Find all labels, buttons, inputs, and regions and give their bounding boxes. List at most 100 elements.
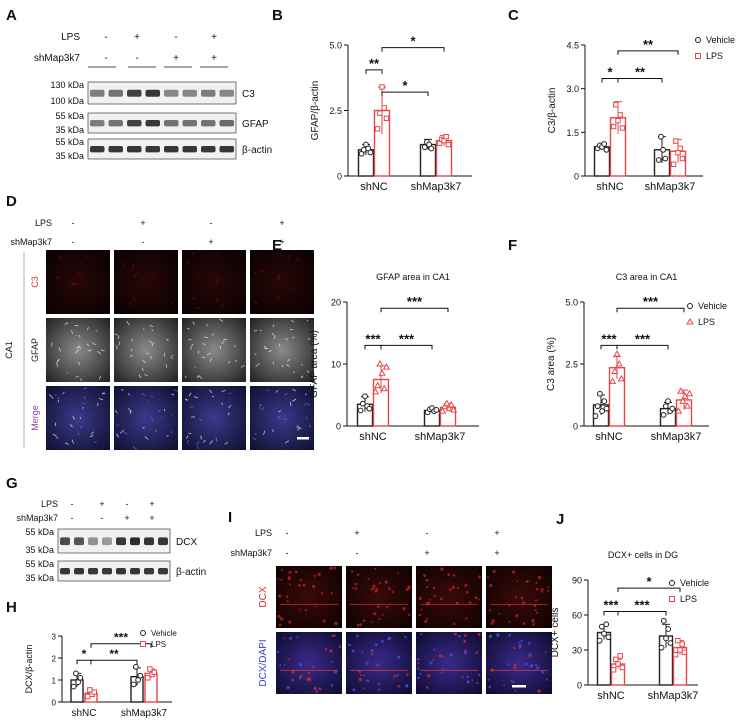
cell-dot (512, 680, 516, 684)
data-point (441, 402, 449, 410)
cell-process (292, 388, 296, 392)
cell-dot (453, 632, 457, 636)
micrograph-row-label: DCX (258, 586, 269, 607)
cell-dot (370, 587, 374, 591)
data-point (73, 670, 79, 677)
cell-dot (313, 574, 316, 577)
cell-dot (476, 682, 479, 685)
y-axis-label: C3 area (%) (546, 337, 557, 391)
condition-label: LPS (61, 32, 80, 43)
cell-dot (516, 580, 519, 583)
data-point (617, 112, 623, 118)
cell-process (132, 297, 136, 302)
cell-dot (363, 687, 366, 690)
cell-dot (487, 576, 490, 579)
data-point (665, 626, 672, 632)
cell-dot (377, 682, 381, 686)
significance-label: *** (603, 598, 619, 613)
significance-label: *** (114, 631, 128, 645)
cell-process (284, 392, 288, 396)
blot-band (182, 120, 197, 127)
cell-dot (529, 664, 534, 668)
condition-sign: + (149, 513, 154, 523)
cell-process (188, 432, 192, 435)
x-category-label: shMap3k7 (121, 708, 168, 719)
data-point (675, 150, 681, 156)
cell-process (253, 329, 258, 332)
cell-process (287, 358, 291, 362)
mw-marker-label: 55 kDa (55, 137, 84, 147)
cell-dot (488, 609, 491, 612)
cell-dot (513, 666, 517, 670)
cell-dot (351, 649, 355, 653)
cell-process (64, 442, 69, 445)
condition-sign: - (104, 32, 107, 43)
cell-process (206, 352, 211, 356)
data-point (357, 407, 364, 414)
cell-dot (356, 573, 360, 577)
cell-process (208, 389, 213, 394)
legend-label: Vehicle (698, 301, 727, 311)
blot-band (182, 146, 197, 153)
significance-label: *** (634, 598, 650, 613)
cell-dot (377, 605, 380, 608)
legend-marker (687, 303, 693, 309)
cell-dot (331, 661, 334, 663)
x-category-label: shMap3k7 (651, 431, 702, 443)
cell-dot (287, 576, 291, 580)
cell-process (235, 359, 238, 363)
cell-process (185, 398, 189, 401)
cell-process (215, 437, 218, 441)
cell-dot (276, 651, 280, 654)
data-point (145, 675, 151, 681)
micrograph-tile (114, 318, 178, 382)
cell-process (123, 431, 128, 436)
data-point (443, 399, 451, 407)
significance-label: *** (643, 294, 659, 309)
cell-process (150, 395, 154, 398)
cell-process (121, 388, 124, 391)
cell-process (234, 344, 236, 348)
cell-dot (397, 572, 399, 575)
cell-dot (438, 654, 443, 658)
micrograph-tile (346, 566, 412, 628)
data-point (667, 640, 674, 646)
blot-band (116, 537, 126, 546)
significance-bracket (381, 47, 445, 52)
panel-letter-i: I (228, 509, 232, 526)
data-point (670, 161, 677, 168)
cell-process (170, 430, 173, 434)
cell-dot (279, 617, 284, 621)
cell-dot (313, 686, 317, 691)
micrograph-tile (114, 386, 178, 450)
cell-dot (282, 637, 285, 640)
blot-band (130, 537, 140, 546)
cell-process (49, 394, 54, 399)
chart-title: DCX+ cells in DG (608, 550, 678, 560)
data-point (663, 635, 669, 642)
cell-process (174, 389, 178, 392)
cell-process (191, 251, 196, 256)
cell-process (290, 320, 295, 323)
data-point (677, 387, 685, 394)
cell-process (271, 332, 275, 336)
cell-dot (425, 686, 429, 689)
cell-process (75, 349, 79, 354)
cell-dot (329, 566, 333, 570)
cell-dot (324, 647, 328, 651)
cell-process (221, 340, 225, 345)
cell-process (99, 375, 101, 380)
micrograph-tile (182, 386, 246, 450)
significance-bracket (616, 307, 685, 313)
data-point (433, 406, 440, 413)
cell-process (79, 417, 82, 420)
cell-process (286, 364, 290, 367)
data-point (382, 363, 391, 370)
cell-process (120, 429, 125, 434)
legend-marker (695, 53, 701, 59)
cell-dot (393, 674, 397, 678)
y-tick-label: 0 (52, 699, 57, 708)
